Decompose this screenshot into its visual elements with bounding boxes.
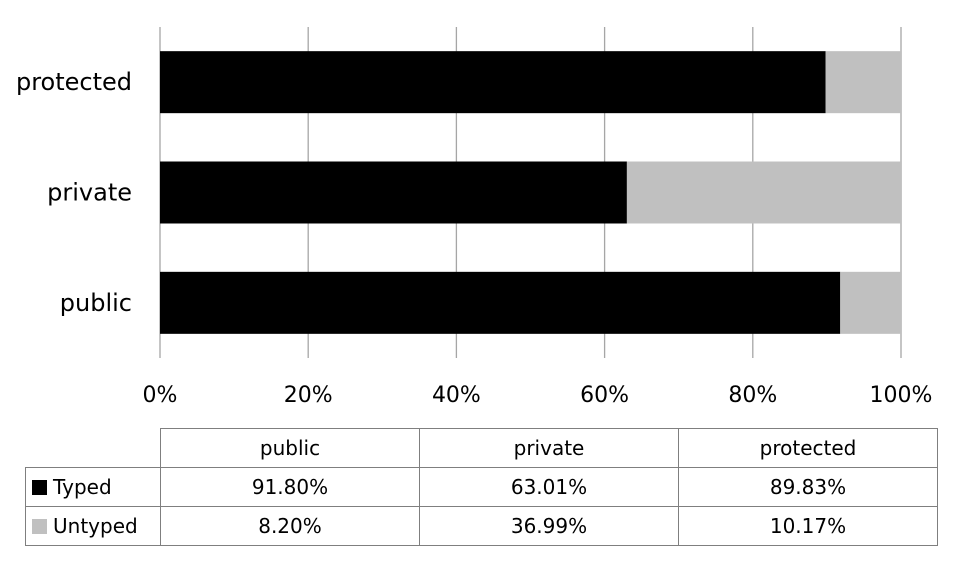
data-cell-typed-private: 63.01% [419,467,679,507]
legend-label-typed: Typed [53,475,112,499]
x-tick-label: 40% [432,383,481,408]
bar-typed-private [160,161,627,224]
bar-untyped-public [840,271,901,334]
data-table-corner [25,428,161,468]
x-tick-label: 60% [580,383,629,408]
data-cell-untyped-protected: 10.17% [678,506,938,546]
bar-typed-protected [160,51,826,114]
data-cell-typed-protected: 89.83% [678,467,938,507]
legend-swatch-untyped [32,519,47,534]
data-cell-typed-public: 91.80% [160,467,420,507]
y-category-label: protected [16,68,132,96]
data-table-header-row: public private protected [25,428,938,468]
data-cell-untyped-private: 36.99% [419,506,679,546]
data-table-header-private: private [419,428,679,468]
legend-entry-untyped: Untyped [25,506,161,546]
legend-entry-typed: Typed [25,467,161,507]
legend-label-untyped: Untyped [53,514,138,538]
data-cell-untyped-public: 8.20% [160,506,420,546]
y-category-label: public [60,289,132,317]
stacked-bar-chart: 0% 20% 40% 60% 80% 100% public private protected [16,27,933,408]
bar-untyped-protected [825,51,901,114]
bar-typed-public [160,271,841,334]
x-tick-label: 0% [143,383,178,408]
y-category-label: private [47,179,132,207]
data-table-row-untyped: Untyped 8.20% 36.99% 10.17% [25,506,938,546]
x-tick-label: 20% [284,383,333,408]
bar-untyped-private [626,161,901,224]
data-table-header-public: public [160,428,420,468]
data-table-header-protected: protected [678,428,938,468]
data-table-row-typed: Typed 91.80% 63.01% 89.83% [25,467,938,507]
x-tick-label: 100% [870,383,933,408]
data-table: public private protected Typed 91.80% 63… [25,428,938,546]
x-tick-label: 80% [728,383,777,408]
legend-swatch-typed [32,480,47,495]
